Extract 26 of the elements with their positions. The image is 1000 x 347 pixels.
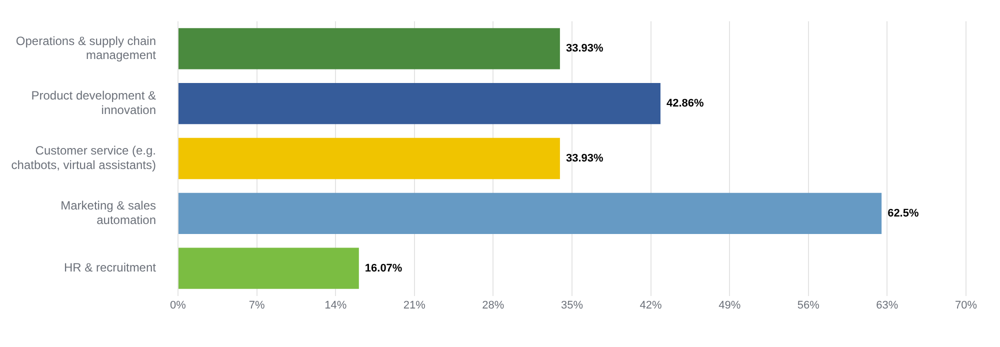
y-tick-label: Product development & innovation bbox=[31, 88, 156, 118]
bar bbox=[178, 138, 560, 180]
bar bbox=[178, 248, 359, 289]
x-tick-label: 0% bbox=[170, 299, 186, 312]
y-tick-label: Operations & supply chain management bbox=[16, 34, 157, 62]
bar bbox=[178, 192, 882, 234]
data-label: 16.07% bbox=[364, 262, 402, 274]
x-tick-label: 7% bbox=[248, 299, 265, 312]
y-tick-label: Marketing & sales automation bbox=[60, 198, 156, 227]
x-tick-label: 56% bbox=[797, 299, 820, 312]
data-label: 33.93% bbox=[566, 42, 604, 55]
data-label: 33.93% bbox=[566, 152, 604, 165]
data-label: 42.86% bbox=[666, 98, 704, 110]
x-tick-label: 14% bbox=[324, 299, 347, 312]
data-label: 62.5% bbox=[888, 207, 919, 220]
y-tick-label: HR & recruitment bbox=[64, 260, 157, 275]
x-tick-label: 28% bbox=[482, 299, 504, 312]
y-tick-label: Customer service (e.g. chatbots, virtual assistants) bbox=[11, 144, 156, 172]
x-tick-label: 42% bbox=[640, 299, 662, 312]
x-tick-label: 21% bbox=[403, 299, 426, 312]
bar bbox=[178, 28, 560, 70]
bar bbox=[178, 82, 660, 124]
x-tick-label: 35% bbox=[560, 299, 584, 312]
x-tick-label: 63% bbox=[876, 299, 898, 312]
x-tick-label: 70% bbox=[954, 299, 978, 312]
x-tick-label: 49% bbox=[718, 299, 741, 312]
